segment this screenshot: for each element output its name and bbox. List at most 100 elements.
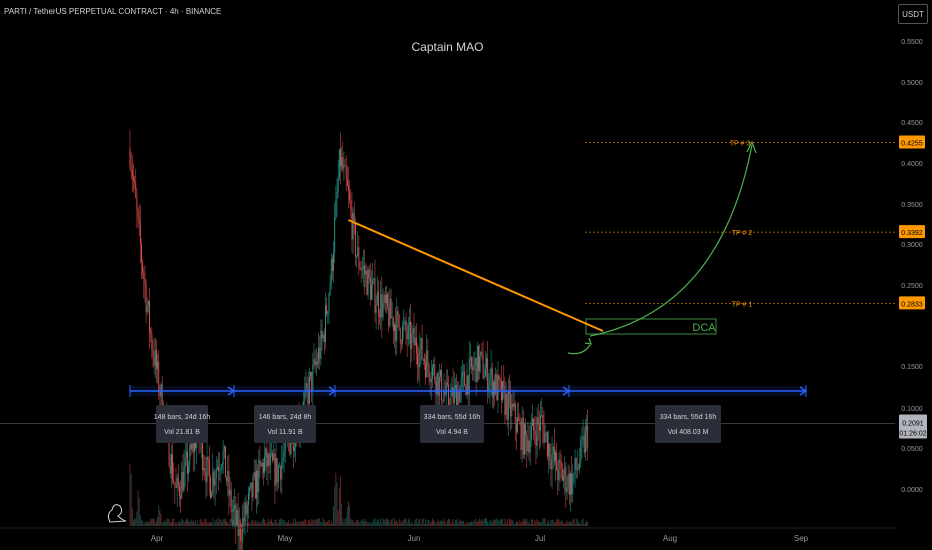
candle <box>173 479 175 483</box>
volume-bar <box>388 519 390 526</box>
volume-bar <box>188 521 190 526</box>
volume-bar <box>200 518 202 526</box>
volume-bar <box>410 523 412 526</box>
candle <box>207 456 209 461</box>
volume-bar <box>260 523 262 526</box>
candle <box>473 364 475 371</box>
candle <box>205 471 207 483</box>
candle <box>534 430 536 435</box>
candle <box>556 452 558 471</box>
volume-bar <box>137 490 139 526</box>
candle <box>549 443 551 461</box>
volume-bar <box>515 520 517 526</box>
volume-bar <box>553 523 555 526</box>
candle <box>421 338 423 360</box>
candle <box>409 321 410 325</box>
volume-bar <box>561 521 563 526</box>
volume-bar <box>564 523 566 526</box>
candle <box>258 459 260 493</box>
currency-button[interactable]: USDT <box>898 4 928 24</box>
candle <box>210 477 211 498</box>
volume-bar <box>582 518 584 526</box>
candle <box>405 320 407 333</box>
volume-bar <box>486 518 487 526</box>
volume-bar <box>157 516 159 526</box>
candle <box>574 458 576 474</box>
volume-bar <box>501 519 502 526</box>
candle <box>352 213 354 240</box>
candle <box>486 358 487 369</box>
volume-bar <box>524 520 525 526</box>
volume-bar <box>327 521 329 526</box>
candle <box>334 218 336 253</box>
candle <box>570 473 571 495</box>
volume-bar <box>387 518 389 526</box>
candle <box>369 278 371 300</box>
volume-bar <box>174 523 176 526</box>
candle <box>223 446 225 451</box>
volume-bar <box>154 522 156 526</box>
candle <box>419 349 421 368</box>
volume-bar <box>272 522 274 526</box>
candle <box>306 383 308 389</box>
volume-bar <box>519 519 521 526</box>
candle <box>529 439 531 453</box>
candle <box>336 192 338 199</box>
candle <box>350 199 352 210</box>
volume-bar <box>475 518 477 526</box>
candle <box>391 317 393 319</box>
range-info-box <box>420 405 484 443</box>
volume-bar <box>184 521 186 526</box>
candle <box>443 392 445 402</box>
volume-bar <box>299 521 301 526</box>
candle <box>527 440 529 452</box>
candle <box>377 291 379 315</box>
volume-bar <box>411 521 413 526</box>
volume-bar <box>233 519 234 526</box>
volume-bar <box>225 518 226 526</box>
volume-bar <box>328 519 330 526</box>
candle <box>273 453 275 461</box>
candle <box>553 446 555 462</box>
volume-bar <box>242 521 244 526</box>
volume-bar <box>357 519 359 526</box>
candle <box>433 364 435 367</box>
candle <box>312 364 314 391</box>
range-bars-label: 148 bars, 24d 16h <box>154 414 211 421</box>
candle <box>547 432 548 457</box>
candle <box>189 444 191 466</box>
candle <box>464 371 466 387</box>
volume-bar <box>398 518 400 526</box>
volume-bar <box>414 519 416 526</box>
volume-bar <box>333 506 334 526</box>
price-tag-text: 0.3392 <box>901 230 923 237</box>
candle <box>146 305 148 313</box>
candle <box>184 457 186 467</box>
candle <box>234 505 236 509</box>
volume-bar <box>196 523 198 526</box>
volume-bar <box>568 521 570 526</box>
volume-bar <box>322 518 324 526</box>
candle <box>410 321 412 350</box>
candle <box>327 311 329 315</box>
volume-bar <box>365 519 367 526</box>
volume-bar <box>238 520 240 526</box>
candle <box>358 247 360 267</box>
volume-bar <box>169 522 171 526</box>
candle <box>233 508 234 511</box>
volume-bar <box>296 521 298 526</box>
volume-bar <box>472 522 474 526</box>
candle <box>215 469 217 479</box>
volume-bar <box>513 523 515 526</box>
candle <box>191 441 193 450</box>
volume-bar <box>197 520 199 526</box>
candle <box>438 376 440 396</box>
volume-bar <box>499 519 501 526</box>
candle <box>279 466 280 468</box>
candle <box>269 453 271 466</box>
candle <box>310 372 311 377</box>
candle <box>212 471 214 493</box>
candle <box>467 375 469 395</box>
